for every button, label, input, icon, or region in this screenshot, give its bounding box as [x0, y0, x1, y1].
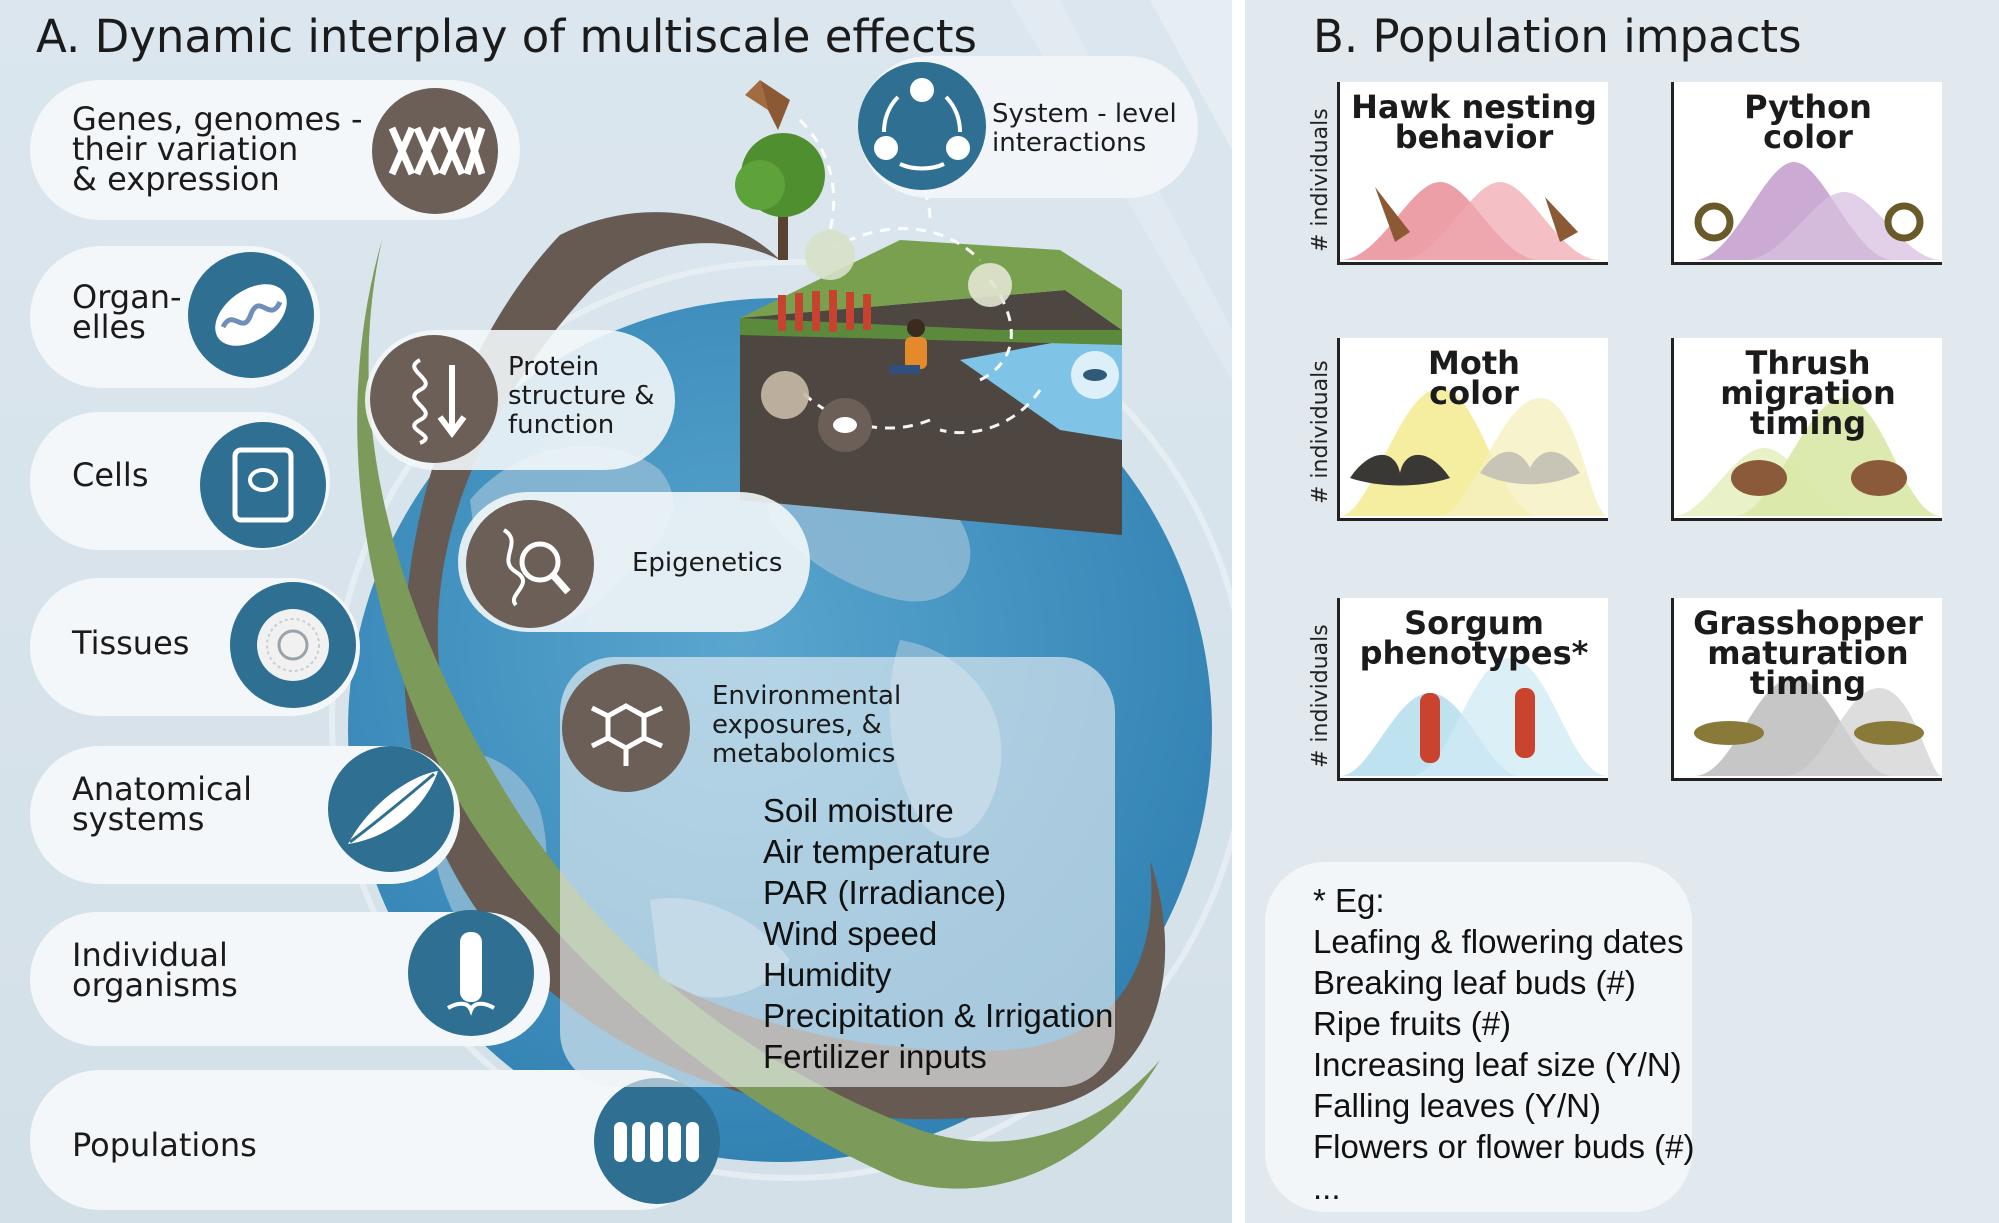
organism-markers — [761, 230, 1119, 452]
population-card-hawk: Hawk nesting behavior — [1337, 82, 1608, 265]
leaf-icon — [328, 746, 454, 872]
scale-label-organelles: Organ- elles — [72, 278, 182, 346]
example-note-list: * Eg: Leafing & flowering dates Breaking… — [1313, 880, 1694, 1208]
environment-factor: PAR (Irradiance) — [763, 874, 1007, 911]
python-icon — [1884, 202, 1924, 242]
python-icon — [1694, 202, 1734, 242]
card-title-thrush: Thrush migration timing — [1720, 344, 1896, 442]
y-axis-label: # individuals — [1308, 108, 1333, 252]
thrush-icon — [1851, 460, 1907, 496]
card-title-moth: Moth color — [1428, 344, 1520, 412]
note-item: Breaking leaf buds (#) — [1313, 964, 1636, 1001]
person — [890, 319, 927, 374]
card-title-grasshopper: Grasshopper maturation timing — [1693, 604, 1923, 702]
population-card-grasshopper: Grasshopper maturation timing — [1671, 598, 1942, 781]
card-title-sorghum: Sorgum phenotypes* — [1359, 604, 1589, 672]
protein-label: Protein structure & function — [508, 352, 655, 440]
epigenetics-icon — [466, 500, 594, 628]
example-note-box — [1265, 862, 1692, 1212]
card-title-hawk: Hawk nesting behavior — [1351, 88, 1597, 156]
note-header: * Eg: — [1313, 882, 1385, 919]
environment-factor: Wind speed — [763, 915, 938, 952]
y-axis-label: # individuals — [1308, 624, 1333, 768]
population-card-moth: Moth color — [1337, 338, 1608, 521]
panel-b-title: B. Population impacts — [1313, 10, 1802, 63]
note-item: Falling leaves (Y/N) — [1313, 1087, 1601, 1124]
y-axis-label: # individuals — [1308, 360, 1333, 504]
hawk-icon — [1545, 197, 1578, 242]
protein-icon — [370, 335, 498, 463]
tissue-icon — [230, 582, 356, 708]
card-title-python: Python color — [1744, 88, 1872, 156]
grasshopper-icon — [1854, 721, 1924, 745]
environment-label: Environmental exposures, & metabolomics — [712, 681, 902, 769]
environment-factor: Soil moisture — [763, 792, 954, 829]
environment-factor: Precipitation & Irrigation — [763, 997, 1114, 1034]
scale-label-genes: Genes, genomes - their variation & expre… — [72, 100, 363, 198]
environment-factor: Fertilizer inputs — [763, 1038, 987, 1075]
tree — [735, 133, 825, 260]
panel-divider — [1232, 0, 1245, 1223]
panel-a-title: A. Dynamic interplay of multiscale effec… — [36, 10, 977, 63]
thrush-icon — [1731, 460, 1787, 496]
sorghum-icon — [1420, 693, 1440, 763]
scale-label-tissues: Tissues — [72, 624, 190, 662]
dna-icon — [372, 88, 498, 214]
mitochondrion-icon — [188, 252, 314, 378]
population-card-sorghum: Sorgum phenotypes* — [1337, 598, 1608, 781]
environment-factor: Air temperature — [763, 833, 991, 870]
scale-label-individual: Individual organisms — [72, 936, 238, 1004]
moth-icon — [1480, 451, 1580, 485]
panel-a: A. Dynamic interplay of multiscale effec… — [0, 0, 1232, 1223]
moth-icon — [1350, 454, 1450, 486]
hawk-icon — [1375, 187, 1410, 242]
scale-label-cells: Cells — [72, 456, 149, 494]
note-item: Flowers or flower buds (#) — [1313, 1128, 1695, 1165]
note-item: Ripe fruits (#) — [1313, 1005, 1512, 1042]
epigenetics-label: Epigenetics — [632, 548, 783, 578]
sorghum-population-icon — [594, 1078, 720, 1204]
cycle-icon — [858, 62, 986, 190]
population-card-thrush: Thrush migration timing — [1671, 338, 1942, 521]
sorghum-head-icon — [408, 910, 534, 1036]
note-item: Leafing & flowering dates — [1313, 923, 1684, 960]
population-card-python: Python color — [1671, 82, 1942, 265]
environment-factor: Humidity — [763, 956, 892, 993]
note-item: ... — [1313, 1169, 1341, 1206]
scale-label-populations: Populations — [72, 1126, 257, 1164]
system-level-label: System - level interactions — [992, 99, 1177, 158]
note-item: Increasing leaf size (Y/N) — [1313, 1046, 1682, 1083]
environment-factor-list: Soil moisture Air temperature PAR (Irrad… — [763, 790, 1113, 1077]
hawk-illustration — [745, 80, 790, 130]
sorghum-icon — [1515, 688, 1535, 758]
sorghum-patch — [778, 290, 871, 332]
grasshopper-icon — [1694, 721, 1764, 745]
scale-label-anatomical: Anatomical systems — [72, 770, 253, 838]
cell-icon — [200, 422, 326, 548]
molecule-icon — [562, 664, 690, 792]
